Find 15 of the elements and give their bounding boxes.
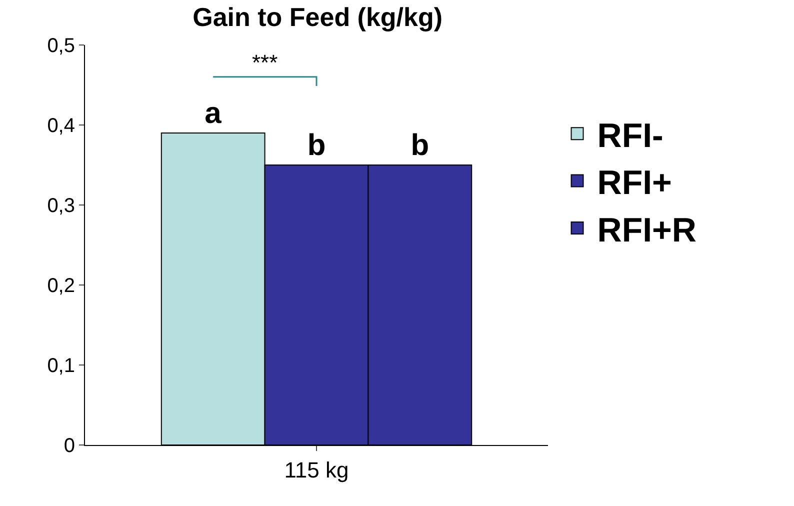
data-label: b [307,129,326,162]
legend-label: RFI+ [597,164,672,202]
data-label: a [204,97,222,130]
legend-label: RFI- [597,116,664,155]
y-tick-label: 0,1 [47,355,75,377]
data-label: b [410,129,430,162]
annotation: *** [252,50,278,75]
y-tick-label: 0,2 [47,275,75,297]
y-tick-label: 0,3 [47,195,75,217]
legend-label: RFI+R [597,211,696,250]
x-tick-label: 115 kg [284,457,349,482]
y-tick-label: 0,5 [47,35,75,57]
chart-title: Gain to Feed (kg/kg) [192,2,443,32]
y-tick-label: 0 [64,435,75,457]
y-tick-label: 0,4 [47,115,75,137]
